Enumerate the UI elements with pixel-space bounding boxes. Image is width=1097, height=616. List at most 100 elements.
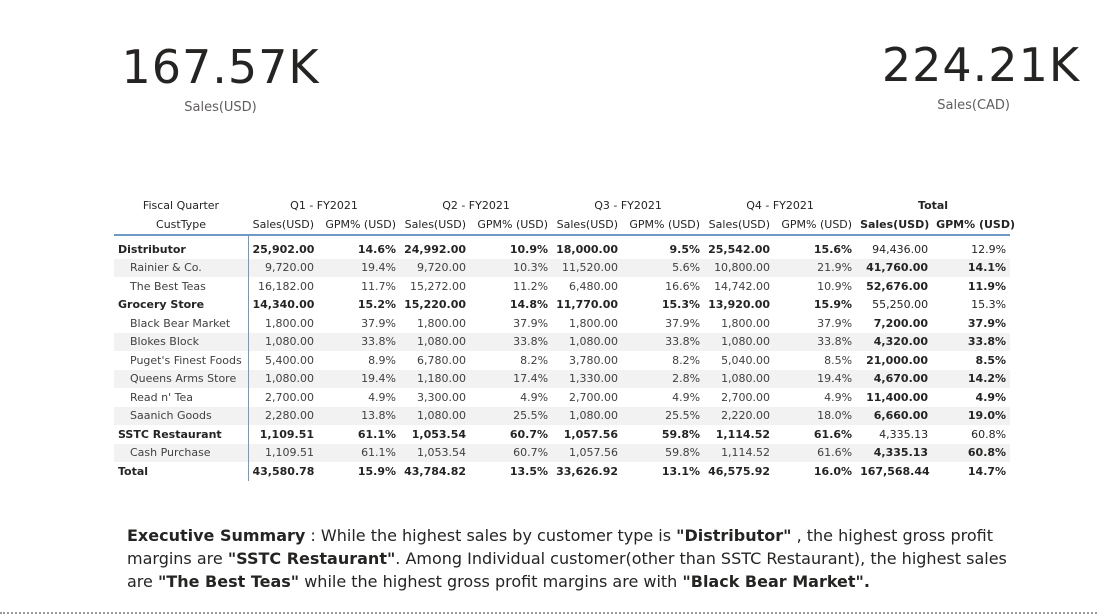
row-label[interactable]: Cash Purchase [114,443,249,462]
gpm-cell: 4.9% [672,390,701,404]
sales-cell: 1,080.00 [704,369,775,388]
sales-cell: 43,580.78 [252,464,315,478]
measure-header[interactable]: GPM% (USD) [470,214,553,236]
table-row[interactable]: The Best Teas 16,182.00 11.7% 15,272.00 11.2… [114,277,1010,296]
gpm-cell: 33.8% [774,332,857,351]
sales-cell: 15,220.00 [404,298,467,312]
gpm-cell: 59.8% [622,443,705,462]
quarter-header[interactable]: Q4 - FY2021 [746,198,814,212]
kpi-label-cad: Sales(CAD) [937,98,1010,113]
sales-cell: 4,335.13 [879,427,929,441]
row-label[interactable]: Rainier & Co. [114,258,249,277]
measure-header[interactable]: Sales(USD) [248,214,318,236]
table-row[interactable]: Read n' Tea 2,700.00 4.9% 3,300.00 4.9% 2,700… [114,388,1010,407]
measure-header[interactable]: GPM% (USD) [318,214,401,236]
gpm-cell: 19.4% [774,369,857,388]
row-label[interactable]: Read n' Tea [114,388,249,407]
gpm-cell: 19.4% [318,258,401,277]
measure-header[interactable]: Sales(USD) [400,214,471,236]
row-label[interactable]: Queens Arms Store [114,369,249,388]
custtype-header[interactable]: CustType [114,214,248,236]
gpm-cell: 60.8% [971,427,1007,441]
measure-header[interactable]: Sales(USD) [704,214,775,236]
sales-cell: 1,109.51 [248,443,318,462]
gpm-cell: 10.3% [470,258,553,277]
sales-cell: 41,760.00 [856,258,933,277]
sales-cell: 10,800.00 [704,258,775,277]
sales-cell: 1,053.54 [411,427,467,441]
table-row[interactable]: Saanich Goods 2,280.00 13.8% 1,080.00 25.5% 1… [114,406,1011,425]
quarter-header[interactable]: Q1 - FY2021 [290,198,358,212]
sales-cell: 7,200.00 [873,316,929,330]
gpm-cell: 14.1% [932,258,1011,277]
matrix-body: Distributor 25,902.00 14.6% 24,992.00 10.9% 1… [114,235,1011,481]
sales-matrix[interactable]: Fiscal Quarter Q1 - FY2021 Q2 - FY2021 Q… [114,196,1015,481]
measure-header[interactable]: GPM% (USD) [622,214,705,236]
sales-cell: 1,330.00 [552,369,623,388]
row-label[interactable]: Black Bear Market [114,314,249,333]
row-label[interactable]: Total [114,462,249,481]
sales-cell: 6,660.00 [856,406,933,425]
sales-cell: 25,542.00 [708,242,771,256]
sales-cell: 55,250.00 [872,298,929,312]
gpm-cell: 2.8% [622,369,705,388]
sales-cell: 1,053.54 [400,443,471,462]
total-row[interactable]: Total 43,580.78 15.9% 43,784.82 13.5% 33,626.… [114,462,1010,481]
row-label[interactable]: Saanich Goods [114,406,249,425]
sales-cell: 94,436.00 [872,242,929,256]
sales-cell: 1,114.52 [704,443,775,462]
gpm-cell: 13.5% [509,464,549,478]
gpm-cell: 61.6% [813,427,853,441]
gpm-cell: 18.0% [774,406,857,425]
table-row[interactable]: Puget's Finest Foods 5,400.00 8.9% 6,780.00… [114,351,1010,370]
fiscal-quarter-header[interactable]: Fiscal Quarter [142,198,220,212]
sales-cell: 2,700.00 [721,390,771,404]
sales-cell: 4,670.00 [856,369,933,388]
sales-cell: 1,080.00 [400,332,471,351]
measure-header[interactable]: GPM% (USD) [932,214,1015,236]
gpm-cell: 13.1% [661,464,701,478]
sales-cell: 16,182.00 [258,279,314,293]
gpm-cell: 60.7% [509,427,549,441]
measure-header[interactable]: Sales(USD) [552,214,623,236]
summary-text: : While the highest sales by customer ty… [305,526,677,545]
gpm-cell: 37.9% [513,316,549,330]
total-header[interactable]: Total [918,198,949,212]
kpi-label-usd: Sales(USD) [184,100,257,115]
quarter-header[interactable]: Q2 - FY2021 [442,198,510,212]
sales-cell: 1,080.00 [704,332,775,351]
group-row[interactable]: SSTC Restaurant 1,109.51 61.1% 1,053.54 60.7… [114,425,1010,444]
sales-cell: 13,920.00 [708,298,771,312]
gpm-cell: 14.7% [967,464,1007,478]
table-row[interactable]: Queens Arms Store 1,080.00 19.4% 1,180.00 17… [114,369,1011,388]
row-label[interactable]: Distributor [114,235,249,259]
row-label[interactable]: SSTC Restaurant [114,425,249,444]
gpm-cell: 60.7% [470,443,553,462]
sales-cell: 3,780.00 [569,353,619,367]
table-row[interactable]: Cash Purchase 1,109.51 61.1% 1,053.54 60.7% 1… [114,443,1011,462]
table-row[interactable]: Blokes Block 1,080.00 33.8% 1,080.00 33.8% 1,… [114,332,1011,351]
row-label[interactable]: The Best Teas [114,277,249,296]
row-label[interactable]: Puget's Finest Foods [114,351,249,370]
kpi-value-cad: 224.21K [881,38,1080,92]
gpm-cell: 4.9% [824,390,853,404]
table-row[interactable]: Rainier & Co. 9,720.00 19.4% 9,720.00 10.3% 1… [114,258,1011,277]
row-label[interactable]: Grocery Store [114,295,249,314]
measure-header[interactable]: GPM% (USD) [774,214,857,236]
sales-cell: 1,800.00 [417,316,467,330]
summary-highlight: "The Best Teas" [157,572,300,591]
quarter-header[interactable]: Q3 - FY2021 [594,198,662,212]
sales-cell: 1,057.56 [552,443,623,462]
gpm-cell: 60.8% [932,443,1011,462]
group-row[interactable]: Grocery Store 14,340.00 15.2% 15,220.00 14.8… [114,295,1010,314]
gpm-cell: 11.7% [361,279,397,293]
gpm-cell: 14.8% [509,298,549,312]
group-row[interactable]: Distributor 25,902.00 14.6% 24,992.00 10.9% 1… [114,235,1010,259]
sales-cell: 21,000.00 [866,353,929,367]
table-row[interactable]: Black Bear Market 1,800.00 37.9% 1,800.00 37… [114,314,1010,333]
sales-cell: 1,800.00 [569,316,619,330]
sales-cell: 15,272.00 [410,279,467,293]
row-label[interactable]: Blokes Block [114,332,249,351]
measure-header[interactable]: Sales(USD) [856,214,933,236]
sales-cell: 14,742.00 [714,279,771,293]
